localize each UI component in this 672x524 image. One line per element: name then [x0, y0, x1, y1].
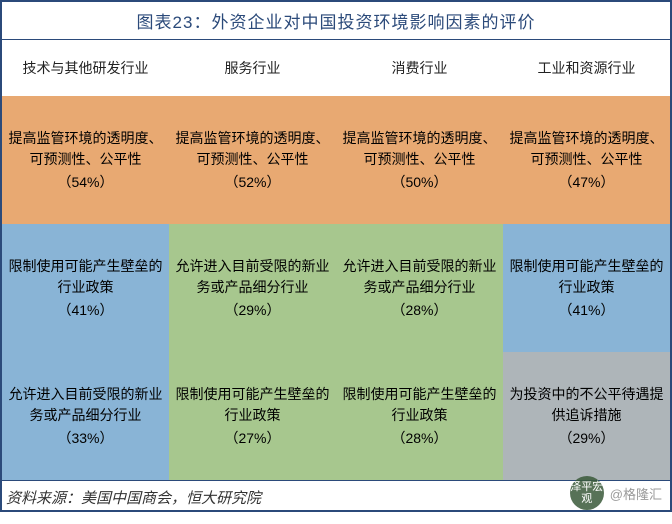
watermark-handle: @格隆汇 [610, 484, 662, 503]
table-cell: 提高监管环境的透明度、可预测性、公平性（54%） [2, 96, 169, 224]
cell-text: 为投资中的不公平待遇提供追诉措施 [509, 384, 664, 426]
table-row: 提高监管环境的透明度、可预测性、公平性（54%） 提高监管环境的透明度、可预测性… [2, 96, 670, 224]
column-header: 消费行业 [336, 40, 503, 96]
table-cell: 限制使用可能产生壁垒的行业政策（41%） [503, 224, 670, 352]
column-header: 服务行业 [169, 40, 336, 96]
cell-text: 限制使用可能产生壁垒的行业政策 [175, 384, 330, 426]
column-header: 技术与其他研发行业 [2, 40, 169, 96]
table-header-row: 技术与其他研发行业 服务行业 消费行业 工业和资源行业 [2, 40, 670, 96]
table-cell: 限制使用可能产生壁垒的行业政策（27%） [169, 352, 336, 480]
cell-text: 提高监管环境的透明度、可预测性、公平性 [175, 128, 330, 170]
table-row: 限制使用可能产生壁垒的行业政策（41%） 允许进入目前受限的新业务或产品细分行业… [2, 224, 670, 352]
column-header: 工业和资源行业 [503, 40, 670, 96]
table-cell: 提高监管环境的透明度、可预测性、公平性（50%） [336, 96, 503, 224]
cell-percent: （28%） [342, 428, 497, 449]
cell-text: 允许进入目前受限的新业务或产品细分行业 [175, 256, 330, 298]
chart-title: 图表23：外资企业对中国投资环境影响因素的评价 [2, 2, 670, 40]
cell-percent: （54%） [8, 172, 163, 193]
table-cell: 提高监管环境的透明度、可预测性、公平性（47%） [503, 96, 670, 224]
cell-percent: （52%） [175, 172, 330, 193]
cell-percent: （28%） [342, 300, 497, 321]
table-cell: 限制使用可能产生壁垒的行业政策（28%） [336, 352, 503, 480]
cell-text: 提高监管环境的透明度、可预测性、公平性 [8, 128, 163, 170]
cell-percent: （29%） [509, 428, 664, 449]
cell-percent: （29%） [175, 300, 330, 321]
cell-text: 提高监管环境的透明度、可预测性、公平性 [342, 128, 497, 170]
table-cell: 允许进入目前受限的新业务或产品细分行业（33%） [2, 352, 169, 480]
cell-text: 允许进入目前受限的新业务或产品细分行业 [8, 384, 163, 426]
cell-percent: （50%） [342, 172, 497, 193]
evaluation-table: 技术与其他研发行业 服务行业 消费行业 工业和资源行业 提高监管环境的透明度、可… [2, 40, 670, 480]
cell-percent: （41%） [509, 300, 664, 321]
watermark-logo: 泽平宏观 [570, 476, 604, 510]
cell-text: 提高监管环境的透明度、可预测性、公平性 [509, 128, 664, 170]
table-cell: 允许进入目前受限的新业务或产品细分行业（29%） [169, 224, 336, 352]
cell-text: 允许进入目前受限的新业务或产品细分行业 [342, 256, 497, 298]
cell-text: 限制使用可能产生壁垒的行业政策 [8, 256, 163, 298]
table-row: 允许进入目前受限的新业务或产品细分行业（33%） 限制使用可能产生壁垒的行业政策… [2, 352, 670, 480]
cell-text: 限制使用可能产生壁垒的行业政策 [509, 256, 664, 298]
table-cell: 允许进入目前受限的新业务或产品细分行业（28%） [336, 224, 503, 352]
cell-percent: （47%） [509, 172, 664, 193]
table-cell: 限制使用可能产生壁垒的行业政策（41%） [2, 224, 169, 352]
table-body: 提高监管环境的透明度、可预测性、公平性（54%） 提高监管环境的透明度、可预测性… [2, 96, 670, 480]
cell-percent: （41%） [8, 300, 163, 321]
table-cell: 为投资中的不公平待遇提供追诉措施（29%） [503, 352, 670, 480]
chart-container: 图表23：外资企业对中国投资环境影响因素的评价 技术与其他研发行业 服务行业 消… [0, 0, 672, 512]
cell-percent: （27%） [175, 428, 330, 449]
table-cell: 提高监管环境的透明度、可预测性、公平性（52%） [169, 96, 336, 224]
watermark: 泽平宏观 @格隆汇 [570, 476, 662, 510]
cell-text: 限制使用可能产生壁垒的行业政策 [342, 384, 497, 426]
cell-percent: （33%） [8, 428, 163, 449]
